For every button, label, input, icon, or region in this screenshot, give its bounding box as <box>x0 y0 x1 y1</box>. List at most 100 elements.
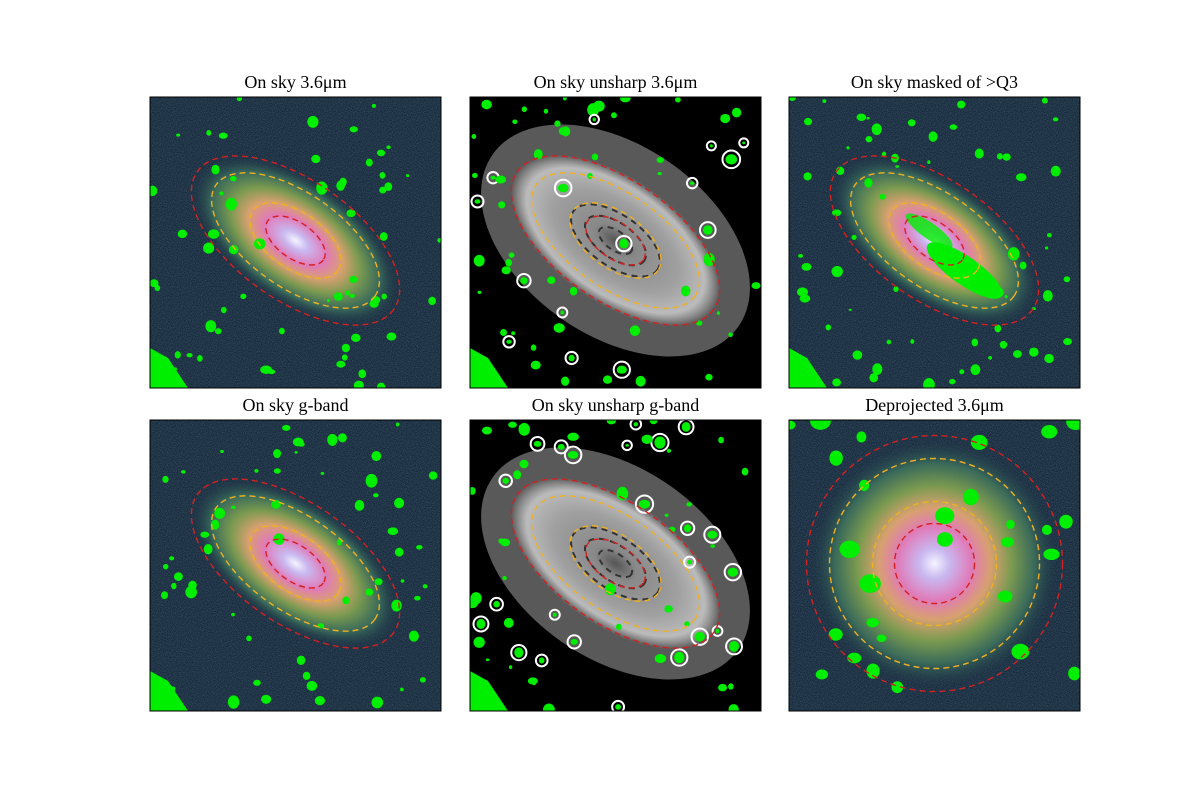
mask-blob <box>832 378 841 387</box>
mask-blob <box>311 154 321 164</box>
mask-blob <box>150 185 158 197</box>
mask-blob <box>414 595 421 601</box>
mask-blob <box>341 354 348 361</box>
mask-blob <box>231 612 235 617</box>
mask-blob <box>200 531 210 538</box>
mask-blob <box>751 282 761 290</box>
mask-ring <box>683 555 697 569</box>
mask-ring <box>498 473 513 489</box>
mask-blob <box>638 499 651 509</box>
panel-title: On sky masked of >Q3 <box>851 72 1018 92</box>
mask-blob <box>278 327 285 335</box>
mask-blob <box>254 468 259 473</box>
mask-blob <box>282 424 291 431</box>
mask-blob <box>498 538 504 544</box>
mask-ring <box>721 149 742 170</box>
mask-blob <box>718 436 724 444</box>
mask-blob <box>271 499 281 509</box>
mask-blob <box>741 467 749 476</box>
mask-blob <box>629 325 641 337</box>
galaxy <box>190 154 401 327</box>
isophote-ellipse <box>569 202 662 279</box>
mask-ring <box>564 350 579 366</box>
mask-blob <box>501 266 511 275</box>
mask-blob <box>847 652 862 664</box>
mask-blob <box>481 426 492 435</box>
mask-blob <box>1002 153 1011 161</box>
mask-blob <box>511 331 516 336</box>
mask-ring <box>472 615 490 633</box>
spiral-ring <box>583 214 648 267</box>
mask-blob <box>703 252 715 267</box>
mask-blob <box>1043 548 1060 561</box>
mask-blob <box>531 679 537 686</box>
mask-blob <box>864 178 873 188</box>
corner-mask <box>150 348 188 388</box>
mask-blob <box>891 681 904 694</box>
mask-blob <box>1029 347 1039 357</box>
mask-blob <box>296 655 306 665</box>
isophote-ellipse <box>249 525 342 602</box>
panel-title: Deprojected 3.6μm <box>865 395 1004 415</box>
mask-blob <box>207 229 220 239</box>
mask-blob <box>197 355 203 362</box>
mask-blob <box>477 290 482 294</box>
mask-blob <box>569 286 578 296</box>
mask-blob <box>798 253 804 258</box>
mask-ring <box>679 520 696 536</box>
mask-blob <box>822 99 827 103</box>
mask-blob <box>664 513 669 517</box>
mask-blob <box>387 527 399 536</box>
mask-blob <box>493 600 500 608</box>
mask-blob <box>1004 295 1008 299</box>
mask-blob <box>654 654 667 664</box>
mask-blob <box>336 539 342 546</box>
panel-image <box>470 420 761 711</box>
mask-blob <box>346 209 356 218</box>
mask-region <box>905 213 953 249</box>
mask-blob <box>727 567 739 577</box>
mask-blob <box>962 488 979 506</box>
mask-blob <box>474 199 481 204</box>
mask-blob <box>384 182 393 191</box>
mask-blob <box>657 171 662 176</box>
mask-blob <box>851 234 857 240</box>
mask-blob <box>519 459 529 469</box>
mask-blob <box>557 183 569 193</box>
spiral-ring <box>570 526 661 601</box>
mask-blob <box>371 450 382 462</box>
mask-blob <box>567 451 579 459</box>
mask-blob <box>374 578 383 586</box>
spiral-ring <box>583 537 648 590</box>
mask-blob <box>567 432 579 441</box>
mask-blob <box>1063 276 1071 283</box>
mask-blob <box>502 576 507 581</box>
mask-blob <box>473 254 485 267</box>
mask-blob <box>273 449 282 459</box>
mask-blob <box>428 471 438 480</box>
mask-blob <box>400 687 404 692</box>
mask-blob <box>240 293 247 300</box>
mask-blob <box>506 339 512 344</box>
mask-ring <box>556 306 569 319</box>
isophote-ellipse <box>829 155 1040 326</box>
mask-blob <box>1011 643 1030 660</box>
mask-blob <box>879 193 886 200</box>
mask-ring <box>553 439 569 455</box>
mask-blob <box>852 350 863 360</box>
mask-blob <box>1041 97 1048 104</box>
mask-blob <box>801 262 812 271</box>
mask-blob <box>386 145 391 150</box>
mask-blob <box>246 635 252 642</box>
mask-blob <box>495 175 507 184</box>
mask-blob <box>674 651 685 664</box>
mask-blob <box>715 628 720 634</box>
mask-blob <box>408 630 419 642</box>
mask-blob <box>825 324 832 331</box>
panel-title: On sky 3.6μm <box>244 72 346 92</box>
mask-blob <box>1063 337 1072 346</box>
mask-ring <box>566 634 582 650</box>
mask-blob <box>656 157 664 164</box>
mask-blob <box>949 124 958 130</box>
